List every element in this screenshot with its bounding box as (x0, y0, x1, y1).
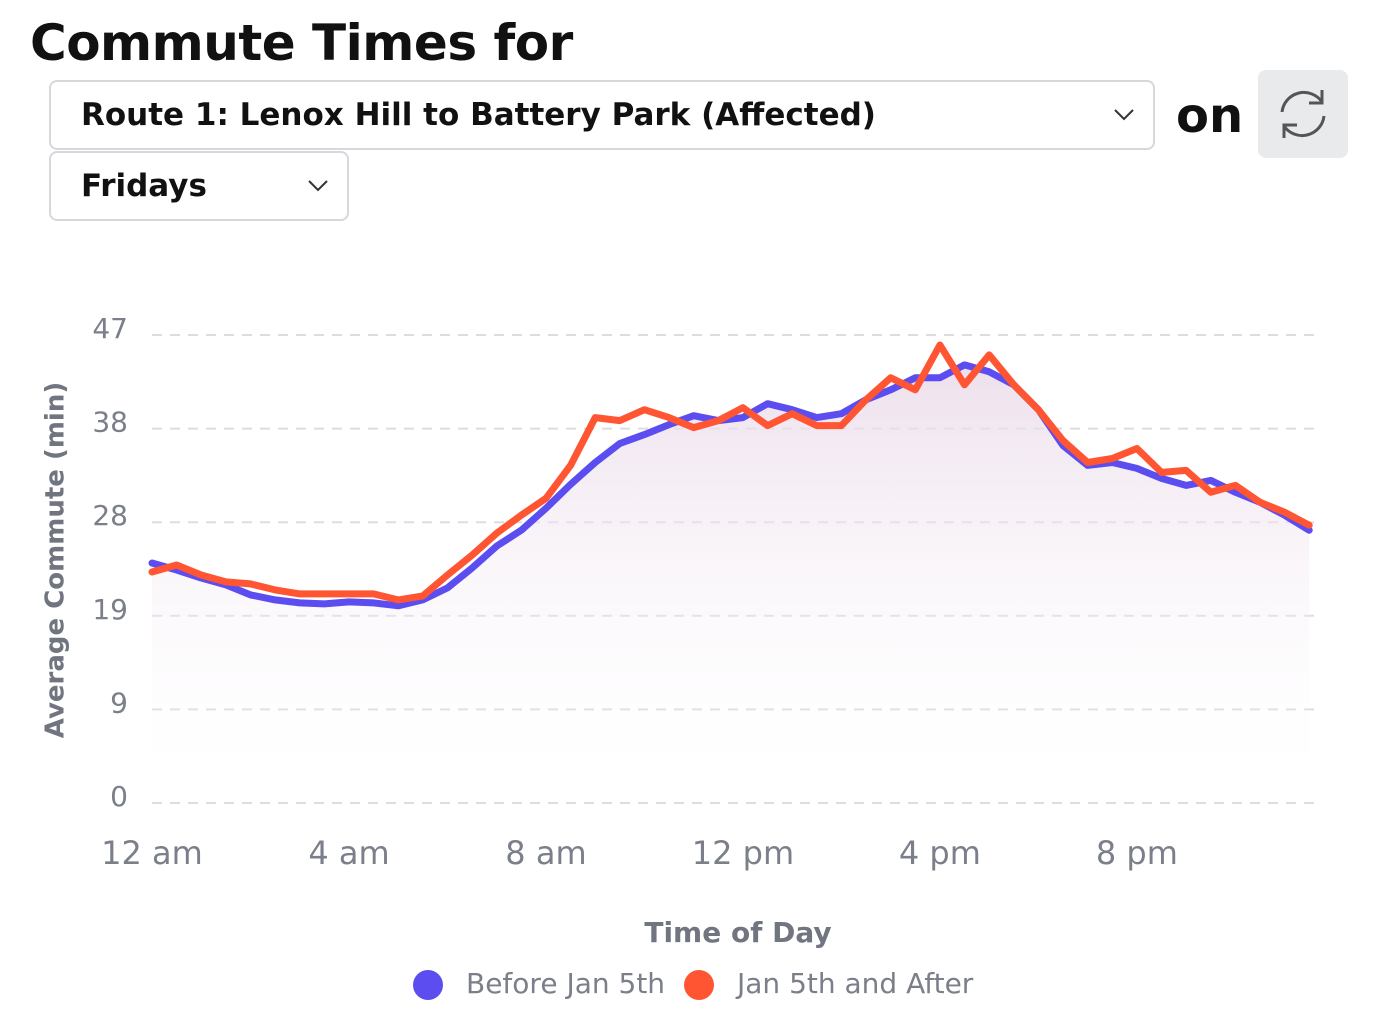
legend-swatch (684, 970, 714, 1000)
line (148, 341, 1313, 604)
x-tick-label: 12 am (101, 834, 203, 872)
y-tick-label: 19 (92, 593, 128, 626)
chevron (1114, 109, 1134, 121)
route-select[interactable]: Route 1: Lenox Hill to Battery Park (Aff… (49, 80, 1155, 150)
y-tick-label: 47 (92, 312, 128, 345)
line (148, 361, 1313, 610)
x-tick-label: 8 am (505, 834, 586, 872)
day-select[interactable]: Fridays (49, 151, 349, 221)
y-tick-label: 0 (110, 780, 128, 813)
chevron (308, 180, 328, 192)
refresh-icon (1280, 90, 1326, 138)
legend-label: Before Jan 5th (466, 967, 665, 1000)
x-axis-label: Time of Day (644, 916, 831, 949)
day-select-value: Fridays (81, 168, 207, 204)
x-tick-label: 4 pm (899, 834, 981, 872)
y-tick-label: 9 (110, 686, 128, 719)
area (152, 364, 1310, 803)
legend-swatch (413, 970, 443, 1000)
on-label: on (1176, 88, 1244, 144)
x-tick-label: 12 pm (692, 834, 794, 872)
y-tick-label: 28 (92, 499, 128, 532)
y-tick-label: 38 (92, 406, 128, 439)
x-tick-label: 4 am (308, 834, 389, 872)
refresh-button[interactable] (1258, 70, 1348, 158)
x-tick-label: 8 pm (1096, 834, 1178, 872)
route-select-value: Route 1: Lenox Hill to Battery Park (Aff… (81, 97, 876, 133)
page-title: Commute Times for (30, 14, 573, 72)
y-axis-label: Average Commute (min) (41, 382, 71, 738)
legend-label: Jan 5th and After (735, 967, 974, 1000)
